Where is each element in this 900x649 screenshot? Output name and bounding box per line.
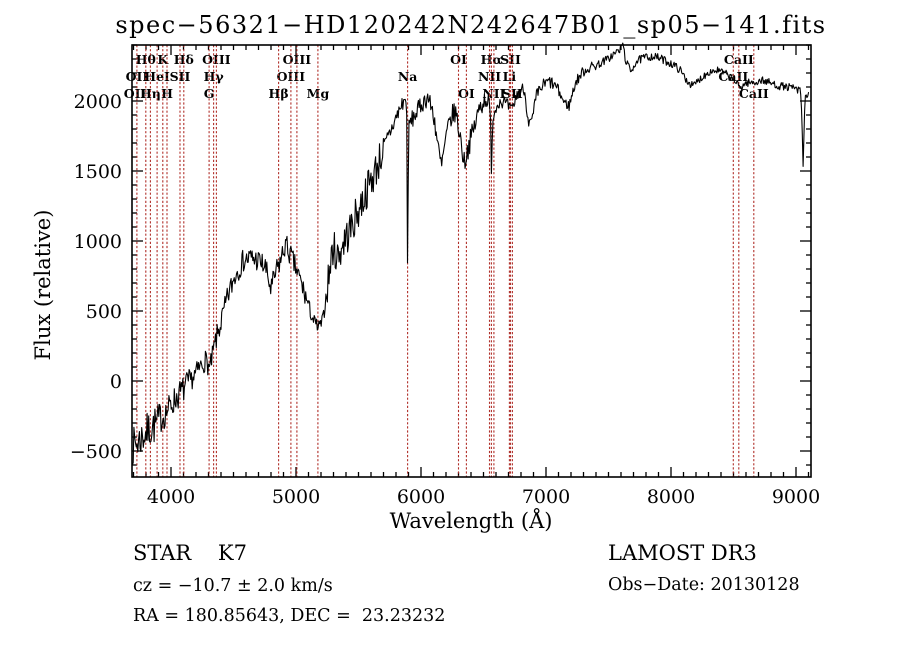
x-tick-label: 4000 [147,486,195,508]
spectral-line-label: NII [478,69,501,84]
y-axis-title: Flux (relative) [31,210,55,361]
spectral-line-label: CaII [718,69,748,84]
spectrum-trace [131,42,810,466]
spectral-line-label: H [161,86,173,101]
object-class: STAR K7 [133,541,247,565]
spectral-line-label: SII [170,69,191,84]
spectral-line-label: Hγ [204,69,225,84]
y-tick-label: 1500 [74,161,122,183]
y-tick-label: 2000 [74,91,122,113]
x-tick-label: 9000 [772,486,820,508]
spectral-line-label: OIII [277,69,306,84]
obs-date: Obs−Date: 20130128 [608,575,800,595]
y-tick-label: −500 [70,441,122,463]
ra-dec: RA = 180.85643, DEC = 23.23232 [133,606,445,626]
plot-title: spec−56321−HD120242N242647B01_sp05−141.f… [115,11,826,39]
spectral-line-label: OII [124,86,147,101]
x-tick-label: 7000 [522,486,570,508]
plot-frame [131,44,812,478]
y-tick-label: 0 [110,371,122,393]
spectral-line-label: Mg [307,86,330,101]
x-tick-label: 8000 [647,486,695,508]
x-tick-label: 5000 [272,486,320,508]
spectral-line-label: Hβ [269,86,289,101]
cz-value: cz = −10.7 ± 2.0 km/s [133,576,333,596]
spectral-line-label: K [157,52,169,67]
spectral-line-label: Li [503,69,517,84]
spectral-line-label: HeI [144,69,170,84]
x-tick-label: 6000 [397,486,445,508]
spectral-line-label: Hη [140,86,161,101]
spectral-line-label: Na [398,69,418,84]
spectral-line-label: CaII [739,86,769,101]
plot-generated-layer: OIIOIIHθHηHeIKHSIIHδGHγOIIIHβOIIIOIIIMgN… [70,42,820,508]
spectral-line-label: G [204,86,215,101]
y-tick-label: 500 [86,301,122,323]
y-tick-label: 1000 [74,231,122,253]
survey-release: LAMOST DR3 [608,541,757,565]
spectral-line-label: OI [458,86,475,101]
x-axis-title: Wavelength (Å) [390,508,553,533]
